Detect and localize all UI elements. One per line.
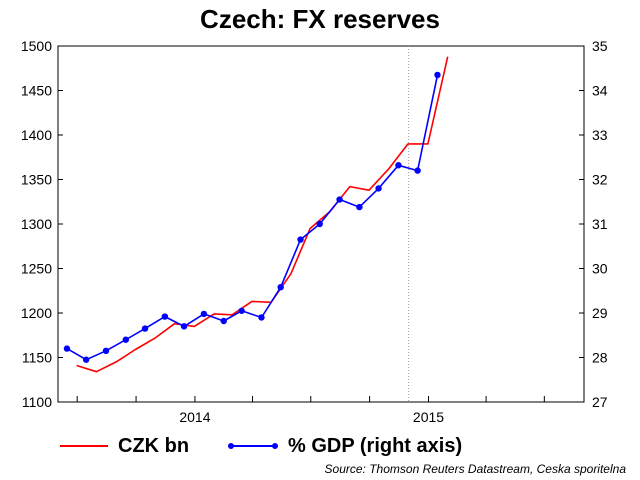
left-axis-tick-label: 1400 [21, 127, 52, 143]
left-axis-tick-label: 1150 [22, 350, 52, 366]
data-point [277, 283, 284, 291]
data-point [122, 336, 130, 343]
left-axis-tick-label: 1200 [21, 305, 52, 321]
data-point [161, 313, 169, 320]
data-point [82, 356, 90, 363]
data-point [220, 317, 227, 325]
left-axis-tick-label: 1500 [21, 38, 52, 54]
data-point [258, 314, 265, 321]
legend-item-czk: CZK bn [60, 432, 189, 460]
data-point [141, 325, 149, 332]
right-axis-tick-label: 27 [592, 394, 608, 410]
series-layer [63, 56, 449, 373]
legend-item-gdp: % GDP (right axis) [228, 432, 462, 460]
right-axis: 27 28 29 30 31 32 33 34 35 [579, 38, 608, 410]
data-point [336, 196, 343, 203]
legend-swatch-red-line [60, 445, 108, 447]
right-axis-tick-label: 31 [592, 216, 608, 232]
legend-swatch-blue-line [228, 443, 278, 449]
right-axis-tick-label: 32 [592, 172, 608, 188]
left-axis-tick-label: 1350 [21, 172, 52, 188]
data-point [356, 203, 363, 211]
data-point [316, 220, 323, 228]
data-point [63, 345, 71, 352]
data-point [238, 307, 245, 314]
left-axis-tick-label: 1250 [21, 261, 52, 277]
x-axis: 2014 2015 [76, 396, 545, 425]
data-point [395, 162, 402, 169]
left-axis-tick-label: 1100 [22, 394, 52, 410]
data-point [200, 310, 208, 318]
x-axis-tick-label: 2015 [413, 409, 444, 425]
series-line-gdp [66, 74, 439, 361]
data-point [297, 236, 304, 243]
left-axis: 1100 1150 1200 1250 1300 1350 1400 1450 1500 [21, 38, 63, 410]
chart-title: Czech: FX reserves [200, 4, 440, 34]
legend-label-gdp: % GDP (right axis) [288, 434, 463, 457]
data-point [375, 185, 382, 192]
series-line-czk [76, 56, 449, 373]
right-axis-tick-label: 35 [592, 38, 608, 54]
data-point [102, 347, 110, 355]
source-note: Source: Thomson Reuters Datastream, Cesk… [324, 462, 626, 476]
legend: CZK bn % GDP (right axis) [60, 432, 620, 460]
legend-label-czk: CZK bn [118, 434, 190, 457]
left-axis-tick-label: 1300 [21, 216, 52, 232]
data-point [434, 71, 441, 79]
right-axis-tick-label: 29 [592, 305, 608, 321]
left-axis-tick-label: 1450 [21, 83, 52, 99]
data-point [180, 323, 188, 330]
right-axis-tick-label: 33 [592, 127, 608, 143]
right-axis-tick-label: 30 [592, 261, 608, 277]
data-point [414, 167, 421, 174]
right-axis-tick-label: 34 [592, 83, 608, 99]
x-axis-tick-label: 2014 [179, 409, 210, 425]
right-axis-tick-label: 28 [592, 350, 608, 366]
